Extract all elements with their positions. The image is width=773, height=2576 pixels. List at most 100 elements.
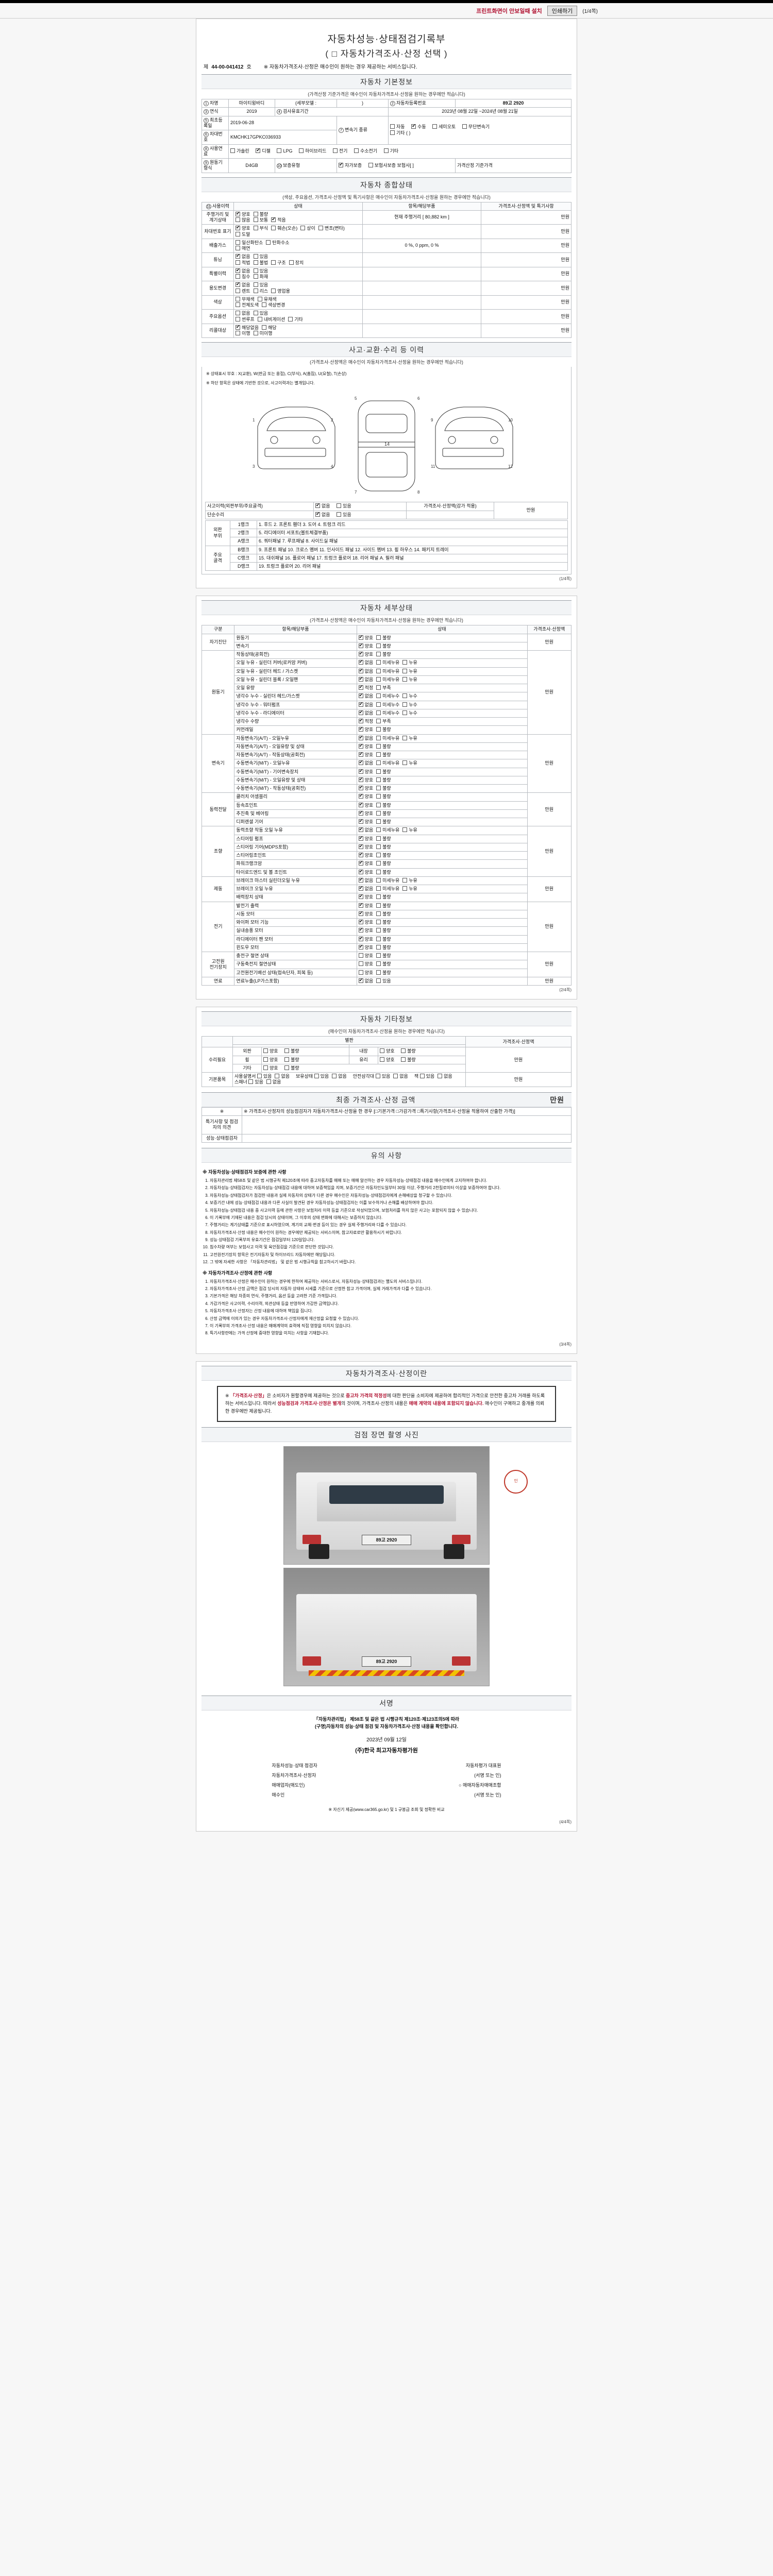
checkbox-checked-icon[interactable] [358,735,363,740]
overall-state-1[interactable]: 부식 [253,226,268,231]
overall-state-0[interactable]: 없음 [236,253,250,260]
detail-state-1[interactable]: 불량 [376,652,391,657]
overall-state2-1[interactable]: 보통 [253,217,268,223]
detail-state-1[interactable]: 미세누유 [376,877,399,884]
detail-state-1[interactable]: 미세누유 [376,827,399,833]
checkbox-icon[interactable] [248,1079,254,1084]
repair-opt-bad[interactable]: 불량 [284,1065,299,1071]
repair-opt-bad[interactable]: 불량 [284,1048,299,1054]
detail-state-0[interactable]: 양호 [358,902,373,909]
fuel-option-electric[interactable]: 전기 [332,148,347,154]
checkbox-icon[interactable] [376,794,381,799]
detail-state-0[interactable]: 양호 [358,810,373,817]
checkbox-icon[interactable] [401,1057,406,1062]
checkbox-icon[interactable] [257,316,262,321]
repair-opt2-good[interactable]: 양호 [380,1048,395,1054]
checkbox-checked-icon[interactable] [358,751,363,757]
checkbox-checked-icon[interactable] [236,267,240,273]
detail-state-1[interactable]: 불량 [376,635,391,641]
checkbox-icon[interactable] [376,920,381,924]
warranty-option-self[interactable]: 자가보증 [339,162,362,168]
overall-state-0[interactable]: 없음 [236,311,250,316]
detail-state-0[interactable]: 없음 [358,676,373,683]
detail-state-1[interactable]: 미세누수 [376,702,399,708]
checkbox-icon[interactable] [376,786,381,790]
overall-state-1[interactable]: 해당 [262,325,277,331]
fuel-option-hybrid[interactable]: 하이브리드 [298,148,326,154]
checkbox-checked-icon[interactable] [358,919,363,924]
detail-state-2[interactable]: 누수 [402,693,417,699]
detail-state-2[interactable]: 누수 [402,702,417,708]
detail-state-1[interactable]: 불량 [376,894,391,900]
checkbox-icon[interactable] [432,124,438,129]
overall-state-1[interactable]: 있음 [253,282,268,288]
checkbox-icon[interactable] [266,1079,271,1084]
checkbox-checked-icon[interactable] [358,826,363,833]
detail-state-1[interactable]: 미세누유 [376,886,399,892]
detail-state-0[interactable]: 없음 [358,692,373,699]
overall-state2-0[interactable]: 적법 [236,260,250,266]
checkbox-icon[interactable] [376,752,381,757]
checkbox-icon[interactable] [236,231,240,236]
checkbox-checked-icon[interactable] [358,977,363,983]
checkbox-icon[interactable] [376,853,381,857]
checkbox-icon[interactable] [253,226,258,231]
checkbox-icon[interactable] [236,240,240,245]
detail-state-0[interactable]: 없음 [358,826,373,833]
signature-row-value[interactable]: (서명 또는 인) [474,1792,501,1798]
detail-state-0[interactable]: 양호 [358,953,373,959]
checkbox-checked-icon[interactable] [358,902,363,908]
basic-item-4-opt-1[interactable]: 없음 [266,1079,281,1085]
checkbox-icon[interactable] [393,1074,398,1078]
repair-opt-good[interactable]: 양호 [263,1065,278,1071]
checkbox-icon[interactable] [236,274,240,279]
checkbox-icon[interactable] [262,325,267,330]
checkbox-icon[interactable] [402,668,408,673]
detail-state-0[interactable]: 양호 [358,743,373,750]
checkbox-icon[interactable] [402,710,408,715]
checkbox-checked-icon[interactable] [358,743,363,749]
checkbox-icon[interactable] [236,316,240,321]
checkbox-icon[interactable] [376,894,381,900]
detail-state-1[interactable]: 불량 [376,903,391,909]
checkbox-checked-icon[interactable] [256,147,261,153]
detail-state-0[interactable]: 양호 [358,970,373,976]
transmission-option-manual[interactable]: 수동 [411,123,426,130]
checkbox-icon[interactable] [236,246,240,250]
detail-state-2[interactable]: 누유 [402,827,417,833]
overall-state2-2[interactable]: 적음 [271,216,286,223]
checkbox-checked-icon[interactable] [358,726,363,732]
checkbox-icon[interactable] [376,635,381,640]
detail-state-0[interactable]: 없음 [358,759,373,766]
checkbox-icon[interactable] [263,1065,268,1070]
checkbox-icon[interactable] [376,970,381,975]
checkbox-checked-icon[interactable] [236,253,240,259]
detail-state-0[interactable]: 양호 [358,869,373,875]
checkbox-icon[interactable] [253,282,258,287]
basic-item-2-opt-1[interactable]: 없음 [393,1074,408,1079]
detail-state-1[interactable]: 불량 [376,861,391,867]
checkbox-icon[interactable] [376,702,381,707]
checkbox-checked-icon[interactable] [236,225,240,231]
detail-state-2[interactable]: 누유 [402,760,417,766]
overall-state2-2[interactable]: 구조 [271,260,286,266]
fuel-option-lpg[interactable]: LPG [277,148,292,154]
checkbox-icon[interactable] [358,970,363,975]
detail-state-1[interactable]: 불량 [376,752,391,758]
checkbox-icon[interactable] [253,274,258,279]
detail-state-0[interactable]: 없음 [358,709,373,716]
warranty-option-insurer[interactable]: 보험사보증 보험사[ ] [368,162,414,168]
checkbox-icon[interactable] [318,226,323,231]
checkbox-checked-icon[interactable] [358,709,363,715]
checkbox-icon[interactable] [230,148,235,154]
checkbox-icon[interactable] [376,652,381,656]
transmission-option-auto[interactable]: 자동 [390,124,405,130]
basic-item-2-opt-0[interactable]: 있음 [375,1074,390,1079]
detail-state-0[interactable]: 없음 [358,659,373,666]
checkbox-icon[interactable] [257,1074,262,1078]
repair-opt2-bad[interactable]: 불량 [401,1057,416,1063]
detail-state-0[interactable]: 양호 [358,634,373,641]
checkbox-icon[interactable] [284,1057,290,1062]
checkbox-checked-icon[interactable] [358,651,363,656]
checkbox-icon[interactable] [300,226,306,231]
